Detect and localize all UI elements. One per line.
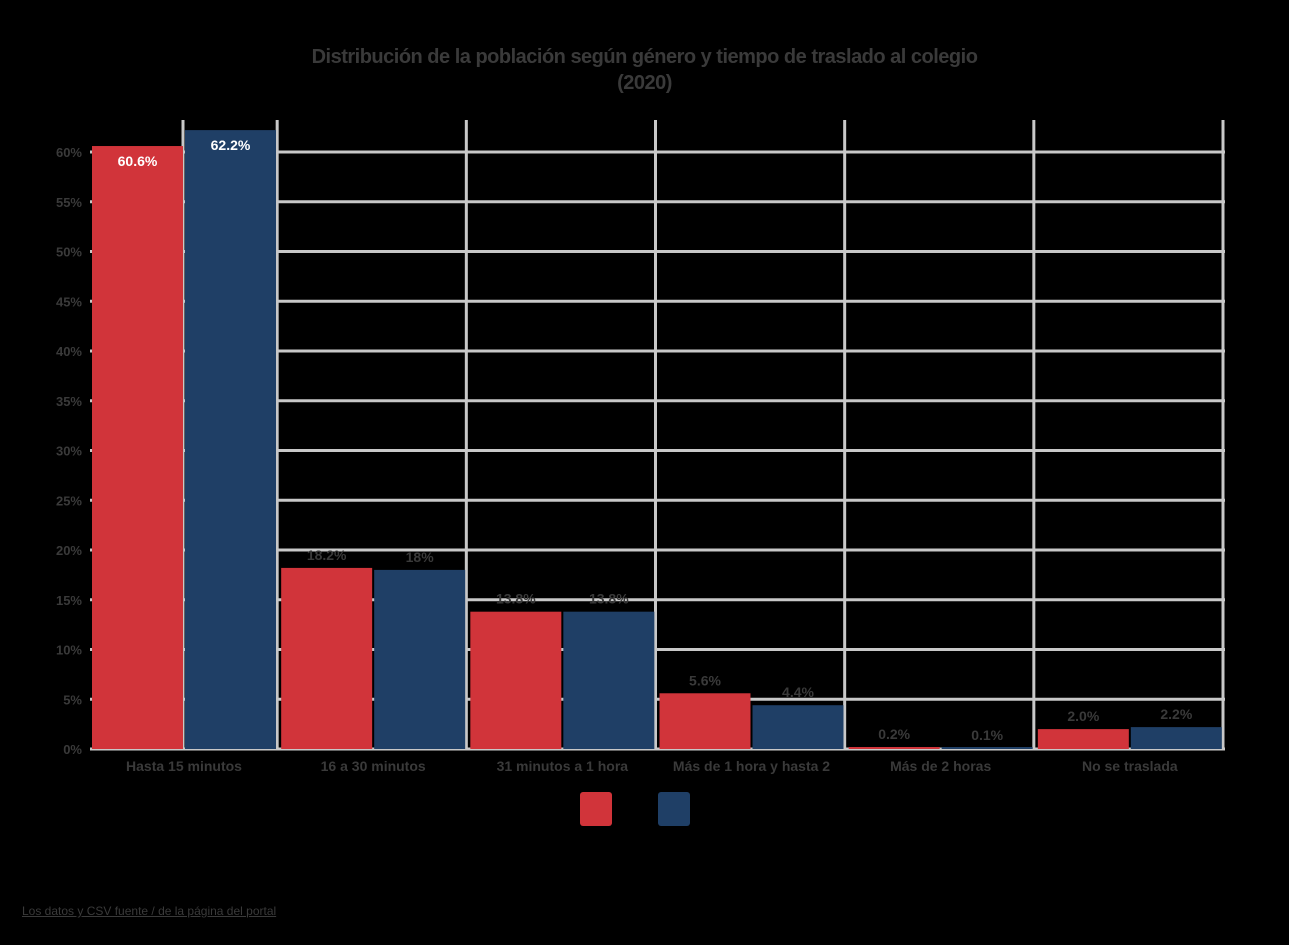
y-tick-label: 35% xyxy=(56,394,82,409)
x-tick-label: No se traslada xyxy=(1082,758,1178,774)
data-label: 0.2% xyxy=(878,726,910,742)
x-tick-label: Hasta 15 minutos xyxy=(126,758,242,774)
bar-series1-3 xyxy=(659,693,751,749)
y-tick-label: 5% xyxy=(63,692,82,707)
y-tick-label: 60% xyxy=(56,145,82,160)
data-label: 13.8% xyxy=(589,591,629,607)
data-label: 18% xyxy=(406,549,435,565)
chart-title-text: Distribución de la población según géner… xyxy=(311,46,978,68)
y-tick-label: 25% xyxy=(56,493,82,508)
chart-subtitle-text: (2020) xyxy=(617,72,672,94)
bar-series1-2 xyxy=(470,611,562,749)
bar-series2-1 xyxy=(374,569,466,749)
y-tick-label: 20% xyxy=(56,543,82,558)
x-tick-label: Más de 1 hora y hasta 2 xyxy=(673,758,830,774)
x-tick-label: 16 a 30 minutos xyxy=(321,758,426,774)
y-tick-label: 55% xyxy=(56,195,82,210)
data-label: 60.6% xyxy=(118,153,158,169)
data-label: 62.2% xyxy=(211,137,251,153)
bar-series1-4 xyxy=(848,747,940,749)
y-tick-label: 50% xyxy=(56,245,82,260)
bar-series2-0 xyxy=(185,130,276,750)
x-tick-label: Más de 2 horas xyxy=(890,758,991,774)
bar-series1-5 xyxy=(1037,729,1129,749)
data-label: 4.4% xyxy=(782,684,814,700)
bar-series1-0 xyxy=(92,146,183,749)
bar-series2-4 xyxy=(941,747,1033,749)
data-label: 0.1% xyxy=(971,727,1003,743)
source-link[interactable]: Los datos y CSV fuente / de la página de… xyxy=(22,904,277,918)
y-tick-label: 30% xyxy=(56,444,82,459)
y-tick-label: 45% xyxy=(56,294,82,309)
bar-series2-5 xyxy=(1130,727,1222,749)
data-label: 13.8% xyxy=(496,591,536,607)
bar-series2-2 xyxy=(563,611,655,749)
y-tick-label: 10% xyxy=(56,643,82,658)
y-tick-label: 15% xyxy=(56,593,82,608)
legend-swatch-series2 xyxy=(658,792,690,826)
data-label: 5.6% xyxy=(689,672,721,688)
y-tick-label: 0% xyxy=(63,742,82,757)
chart-title: Distribución de la población según géner… xyxy=(0,44,1289,96)
data-label: 18.2% xyxy=(307,547,347,563)
bar-series1-1 xyxy=(281,567,373,749)
data-label: 2.2% xyxy=(1160,706,1192,722)
data-label: 2.0% xyxy=(1067,708,1099,724)
bar-series2-3 xyxy=(752,705,844,749)
legend-swatch-series1 xyxy=(580,792,612,826)
x-tick-label: 31 minutos a 1 hora xyxy=(497,758,629,774)
y-tick-label: 40% xyxy=(56,344,82,359)
